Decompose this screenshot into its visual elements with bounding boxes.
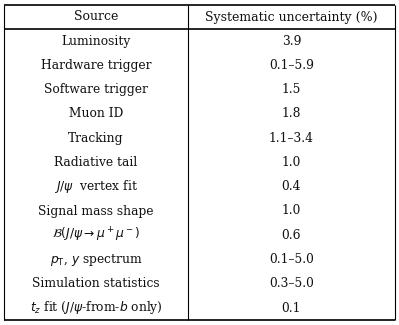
Text: 1.0: 1.0: [282, 204, 301, 217]
Text: $t_z$ fit ($J/\psi$-from-$b$ only): $t_z$ fit ($J/\psi$-from-$b$ only): [30, 300, 162, 317]
Text: 1.5: 1.5: [282, 83, 301, 96]
Text: Source: Source: [74, 10, 118, 23]
Text: 3.9: 3.9: [282, 35, 301, 48]
Text: Muon ID: Muon ID: [69, 108, 123, 121]
Text: 1.1–3.4: 1.1–3.4: [269, 132, 314, 145]
Text: 0.1: 0.1: [282, 302, 301, 315]
Text: 1.8: 1.8: [282, 108, 301, 121]
Text: 0.6: 0.6: [282, 229, 301, 242]
Text: Simulation statistics: Simulation statistics: [32, 277, 160, 290]
Text: Luminosity: Luminosity: [61, 35, 130, 48]
Text: 1.0: 1.0: [282, 156, 301, 169]
Text: 0.1–5.0: 0.1–5.0: [269, 253, 314, 266]
Text: 0.3–5.0: 0.3–5.0: [269, 277, 314, 290]
Text: 0.4: 0.4: [282, 180, 301, 193]
Text: Signal mass shape: Signal mass shape: [38, 204, 154, 217]
Text: Systematic uncertainty (%): Systematic uncertainty (%): [205, 10, 377, 23]
Text: $\mathcal{B}(J/\psi \rightarrow \mu^+\mu^-)$: $\mathcal{B}(J/\psi \rightarrow \mu^+\mu…: [51, 226, 140, 244]
Text: Hardware trigger: Hardware trigger: [41, 59, 151, 72]
Text: Tracking: Tracking: [68, 132, 124, 145]
Text: $J/\psi$  vertex fit: $J/\psi$ vertex fit: [54, 178, 138, 195]
Text: 0.1–5.9: 0.1–5.9: [269, 59, 314, 72]
Text: $p_{\rm T}$, $y$ spectrum: $p_{\rm T}$, $y$ spectrum: [49, 252, 142, 267]
Text: Software trigger: Software trigger: [44, 83, 148, 96]
Text: Radiative tail: Radiative tail: [54, 156, 138, 169]
